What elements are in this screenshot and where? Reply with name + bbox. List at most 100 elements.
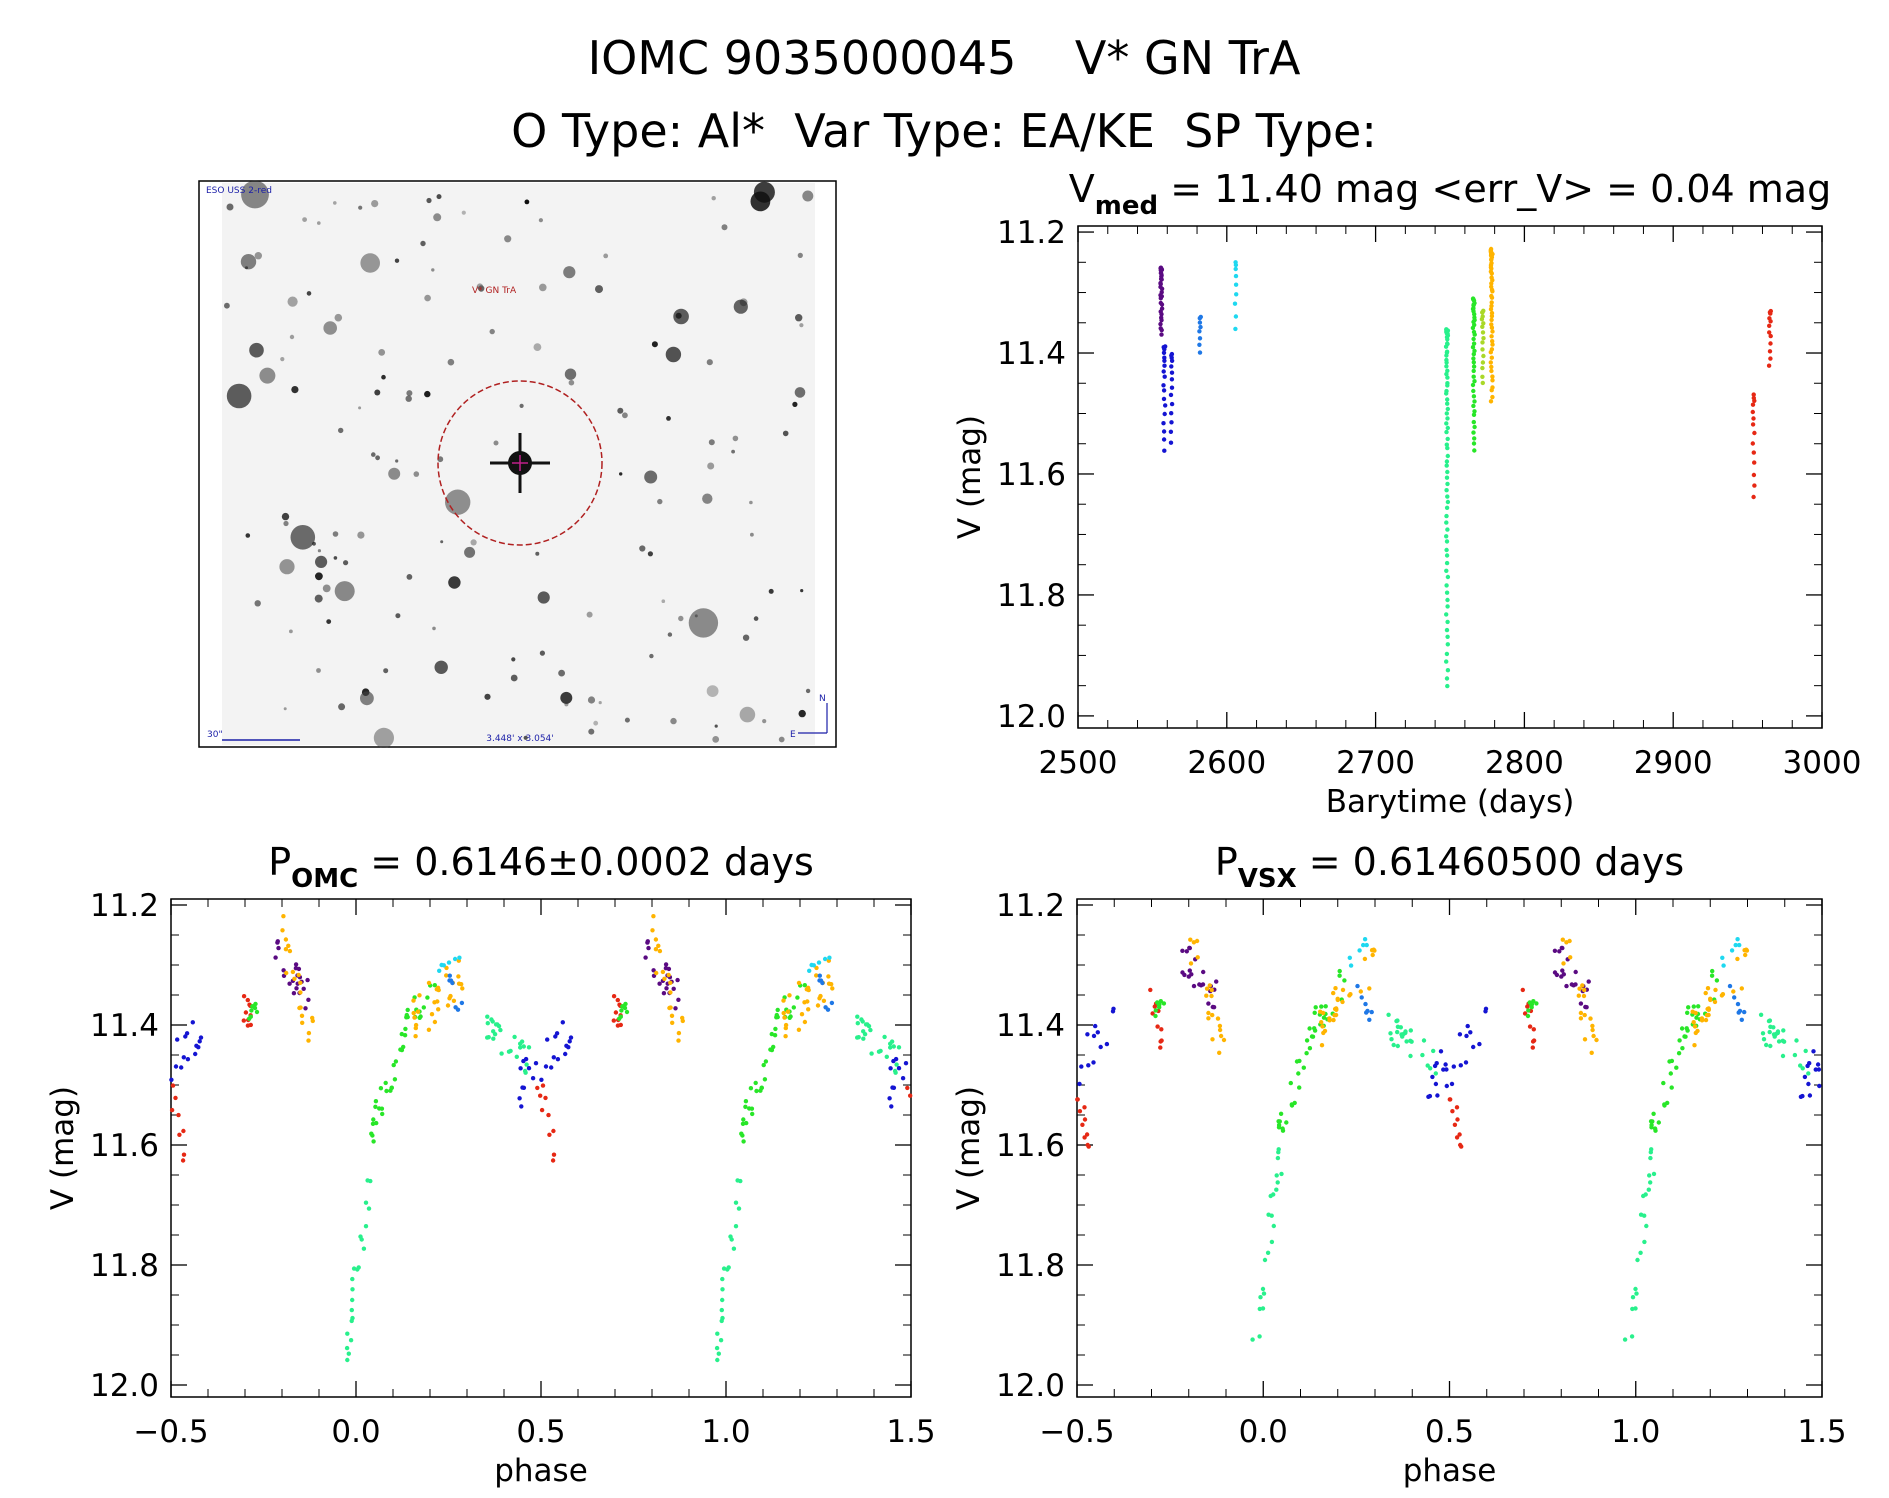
data-point bbox=[425, 995, 430, 1000]
data-point bbox=[1768, 1043, 1773, 1049]
data-point bbox=[1576, 993, 1582, 998]
finder-star bbox=[712, 736, 720, 743]
data-point bbox=[1471, 351, 1477, 357]
finder-star bbox=[249, 342, 264, 358]
data-point bbox=[1489, 317, 1494, 323]
finder-star bbox=[750, 191, 771, 212]
data-point bbox=[888, 1045, 893, 1050]
data-point bbox=[1661, 1080, 1666, 1086]
y-tick-label: 12.0 bbox=[996, 1368, 1065, 1404]
data-point bbox=[1444, 421, 1449, 426]
x-tick-label: 0.0 bbox=[331, 1414, 380, 1450]
data-point bbox=[1444, 560, 1450, 566]
data-point bbox=[1162, 448, 1167, 453]
x-tick-label: −0.5 bbox=[133, 1414, 208, 1450]
data-point bbox=[1214, 979, 1219, 984]
data-point bbox=[675, 977, 680, 983]
data-point bbox=[551, 1055, 556, 1060]
finder-star bbox=[383, 668, 389, 674]
finder-star bbox=[240, 254, 257, 270]
data-point bbox=[719, 1318, 724, 1324]
data-point bbox=[1573, 969, 1578, 975]
data-point bbox=[1348, 992, 1353, 997]
data-point bbox=[551, 1128, 556, 1134]
data-point bbox=[668, 980, 673, 985]
data-point bbox=[1703, 990, 1708, 996]
data-point bbox=[1471, 412, 1477, 417]
data-point bbox=[1471, 360, 1477, 365]
finder-star bbox=[281, 512, 290, 521]
finder-star bbox=[433, 213, 442, 222]
data-point bbox=[1431, 1048, 1436, 1054]
plot-frame bbox=[170, 898, 912, 1398]
finder-star bbox=[651, 341, 658, 348]
data-point bbox=[1233, 266, 1238, 272]
y-tick-label: 11.4 bbox=[997, 336, 1066, 372]
data-point bbox=[485, 1035, 490, 1040]
finder-star bbox=[333, 556, 338, 560]
data-point bbox=[1451, 1064, 1457, 1069]
data-point bbox=[1582, 1012, 1587, 1018]
x-tick-label: 2500 bbox=[1039, 745, 1118, 781]
data-point bbox=[900, 1076, 906, 1081]
finder-star bbox=[381, 374, 386, 380]
data-point bbox=[445, 1003, 451, 1008]
data-point bbox=[1735, 937, 1740, 942]
data-point bbox=[1590, 1027, 1595, 1033]
data-point bbox=[754, 1088, 759, 1094]
finder-star bbox=[431, 268, 435, 272]
finder-star bbox=[673, 308, 689, 325]
data-point bbox=[280, 928, 285, 933]
data-point bbox=[555, 1057, 561, 1062]
data-point bbox=[1288, 1080, 1294, 1086]
data-point bbox=[1395, 1018, 1400, 1023]
page-subtitle: O Type: Al* Var Type: EA/KE SP Type: bbox=[511, 104, 1377, 158]
data-point bbox=[721, 1266, 727, 1271]
data-point bbox=[1232, 301, 1238, 306]
data-point bbox=[401, 1044, 406, 1050]
finder-star bbox=[587, 696, 596, 704]
data-point bbox=[1798, 1094, 1804, 1100]
data-point bbox=[1274, 1187, 1279, 1192]
data-point bbox=[1297, 1085, 1302, 1090]
data-point bbox=[818, 993, 823, 999]
data-point bbox=[1714, 978, 1720, 983]
data-point bbox=[1554, 972, 1560, 978]
data-point bbox=[903, 1061, 909, 1066]
data-point bbox=[774, 1015, 779, 1020]
data-point bbox=[1682, 1034, 1687, 1039]
data-point bbox=[190, 1020, 195, 1025]
finder-star bbox=[461, 210, 466, 215]
data-point bbox=[1444, 360, 1449, 365]
data-series bbox=[1075, 937, 1822, 1342]
data-point bbox=[1489, 388, 1494, 393]
data-point bbox=[1692, 1043, 1697, 1048]
data-point bbox=[526, 1045, 532, 1050]
data-point bbox=[676, 997, 681, 1002]
data-point bbox=[826, 981, 832, 986]
data-point bbox=[411, 1010, 416, 1016]
data-point bbox=[457, 955, 462, 960]
data-point bbox=[1577, 986, 1582, 991]
data-point bbox=[1489, 325, 1495, 330]
data-point bbox=[543, 1064, 549, 1069]
data-point bbox=[1435, 1093, 1440, 1098]
data-point bbox=[1184, 949, 1190, 954]
data-point bbox=[384, 1088, 389, 1094]
data-point bbox=[878, 1048, 883, 1054]
data-point bbox=[761, 1062, 766, 1068]
y-tick-label: 11.2 bbox=[996, 888, 1065, 924]
data-point bbox=[1161, 429, 1167, 434]
data-point bbox=[1471, 430, 1476, 435]
data-point bbox=[1197, 982, 1202, 987]
data-point bbox=[1807, 1061, 1812, 1066]
data-point bbox=[1489, 295, 1495, 300]
data-point bbox=[1480, 310, 1485, 315]
data-point bbox=[1271, 1223, 1277, 1229]
data-point bbox=[804, 987, 809, 992]
data-point bbox=[1450, 1109, 1455, 1114]
data-point bbox=[726, 1265, 731, 1270]
data-point bbox=[1488, 399, 1494, 404]
data-point bbox=[892, 1068, 898, 1074]
